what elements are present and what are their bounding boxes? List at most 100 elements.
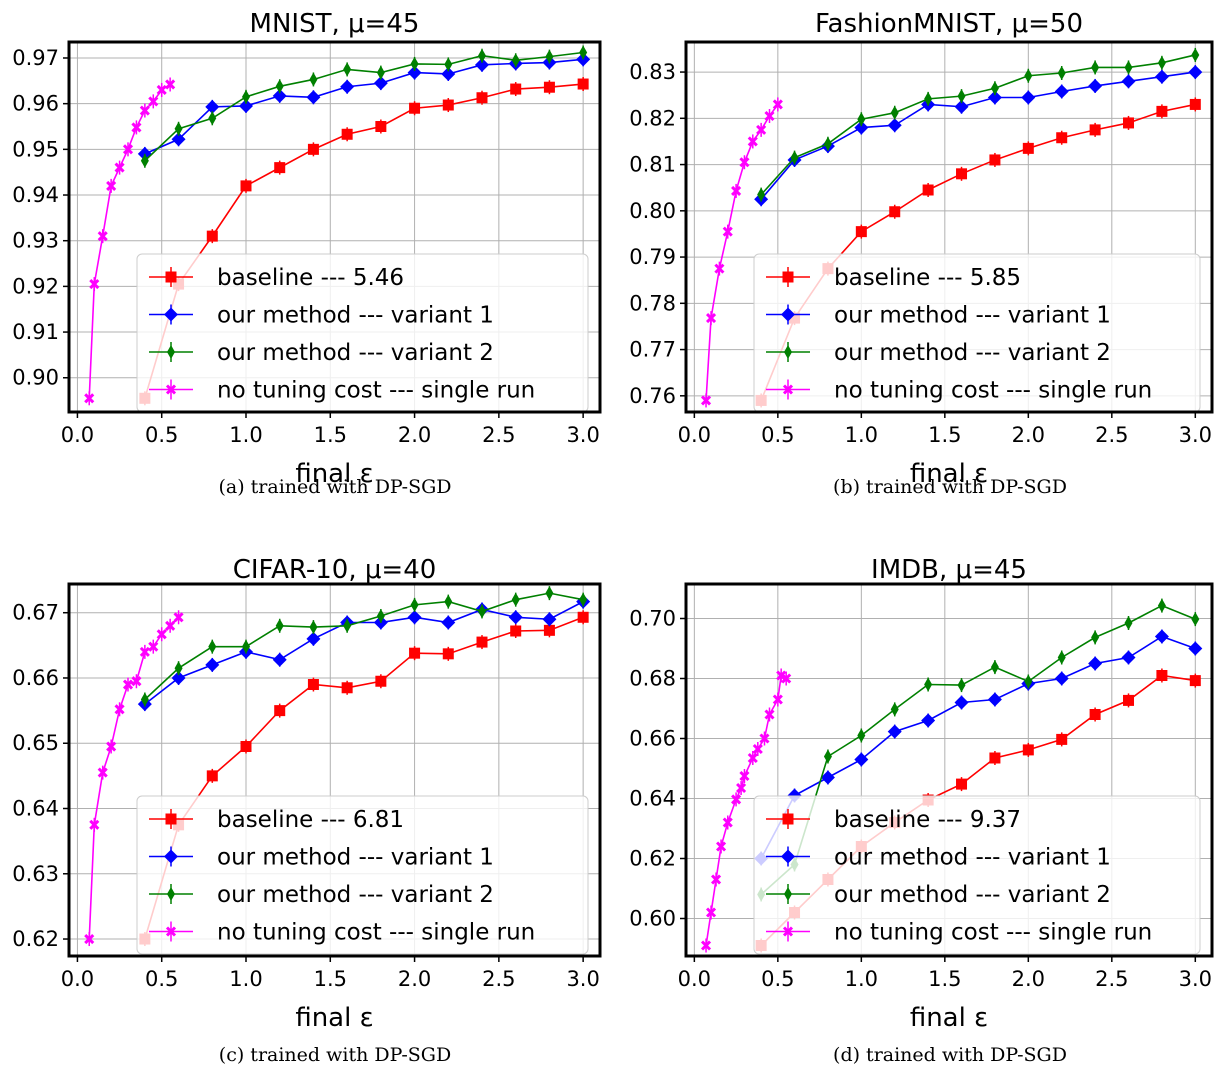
data-point (924, 677, 933, 692)
data-point (307, 143, 319, 155)
data-point (764, 110, 775, 122)
legend-box (753, 795, 1201, 955)
data-point (375, 675, 387, 687)
data-point (89, 819, 100, 830)
data-point (1022, 744, 1034, 756)
data-point (122, 679, 134, 690)
series-2 (140, 45, 588, 168)
data-point (1156, 105, 1168, 117)
data-point (275, 618, 284, 633)
x-tick-label: 0.0 (678, 423, 711, 447)
data-point (772, 694, 783, 705)
y-tick-label: 0.68 (629, 667, 676, 691)
data-point (441, 66, 456, 81)
data-point (131, 676, 142, 687)
data-point (205, 657, 220, 672)
data-point (208, 111, 217, 126)
data-point (820, 770, 835, 785)
legend-marker (167, 345, 175, 359)
legend-label: our method --- variant 2 (217, 882, 494, 908)
data-point (739, 157, 750, 168)
data-point (511, 53, 520, 68)
x-tick-label: 3.0 (1179, 423, 1212, 447)
y-tick-label: 0.95 (12, 137, 59, 161)
x-tick-label: 2.5 (482, 423, 515, 447)
x-tick-label: 1.5 (314, 967, 347, 991)
y-tick-label: 0.66 (12, 666, 59, 690)
x-tick-label: 0.5 (145, 967, 178, 991)
data-point (705, 907, 717, 918)
data-point (545, 49, 554, 64)
data-point (756, 124, 767, 135)
data-point (139, 105, 150, 116)
legend-label: baseline --- 9.37 (834, 807, 1021, 833)
x-tick-label: 0.0 (61, 967, 94, 991)
data-point (1089, 709, 1101, 720)
data-point (857, 728, 866, 743)
x-tick-label: 0.5 (761, 967, 794, 991)
x-tick-label: 0.5 (145, 423, 178, 447)
data-point (954, 99, 969, 114)
x-tick-label: 0.5 (761, 423, 794, 447)
data-point (173, 612, 184, 623)
series-1 (137, 52, 591, 161)
legend-label: no tuning cost --- single run (217, 378, 535, 404)
legend-marker (164, 849, 178, 864)
data-point (343, 618, 352, 633)
data-point (510, 83, 522, 95)
legend-marker (784, 887, 792, 901)
x-tick-label: 1.0 (845, 423, 878, 447)
figure-caption: (a) trained with DP-SGD (218, 476, 451, 498)
x-axis-label: final ε (910, 459, 988, 489)
data-point (579, 45, 588, 60)
data-point (131, 122, 142, 133)
series-line (760, 71, 1196, 200)
data-point (376, 65, 385, 80)
data-point (1024, 68, 1033, 83)
data-point (508, 610, 523, 625)
data-point (89, 279, 100, 290)
chart-panel: 0.0 0.5 1.0 1.5 2.0 2.5 3.0 0.60 0.62 0.64 0.66 0.6… (629, 555, 1214, 1066)
y-tick-label: 0.81 (629, 153, 676, 177)
data-point (887, 724, 902, 739)
data-point (475, 57, 489, 72)
data-point (579, 592, 588, 607)
plot-frame (684, 582, 1214, 958)
x-axis-label: final ε (295, 1003, 373, 1033)
data-point (855, 226, 867, 238)
legend-label: our method --- variant 1 (217, 303, 494, 329)
data-point (341, 128, 353, 140)
x-tick-label: 1.5 (314, 423, 347, 447)
data-point (577, 611, 589, 623)
data-point (1121, 74, 1136, 89)
legend-marker (165, 384, 177, 395)
data-point (171, 132, 186, 147)
data-point (1189, 675, 1201, 687)
y-tick-label: 0.66 (629, 727, 676, 751)
legend-marker (782, 813, 794, 825)
data-point (106, 180, 117, 191)
data-point (731, 185, 742, 196)
data-point (309, 620, 318, 635)
data-point (343, 62, 352, 77)
x-tick-label: 2.5 (1095, 423, 1128, 447)
x-axis-label: final ε (910, 1003, 988, 1033)
series-2 (757, 47, 1200, 202)
data-point (476, 636, 488, 648)
series-line (144, 51, 584, 162)
x-tick-label: 3.0 (566, 423, 599, 447)
data-point (1157, 55, 1166, 70)
data-point (341, 682, 353, 694)
legend-label: no tuning cost --- single run (834, 378, 1152, 404)
legend-marker (784, 345, 792, 359)
series-line (760, 604, 1196, 896)
data-point (114, 704, 125, 715)
data-point (478, 48, 486, 63)
x-tick-label: 2.0 (398, 423, 431, 447)
figure-caption: (c) trained with DP-SGD (219, 1044, 451, 1066)
data-point (242, 639, 250, 654)
series-line (760, 54, 1196, 196)
data-point (114, 162, 125, 173)
data-point (1123, 117, 1135, 129)
